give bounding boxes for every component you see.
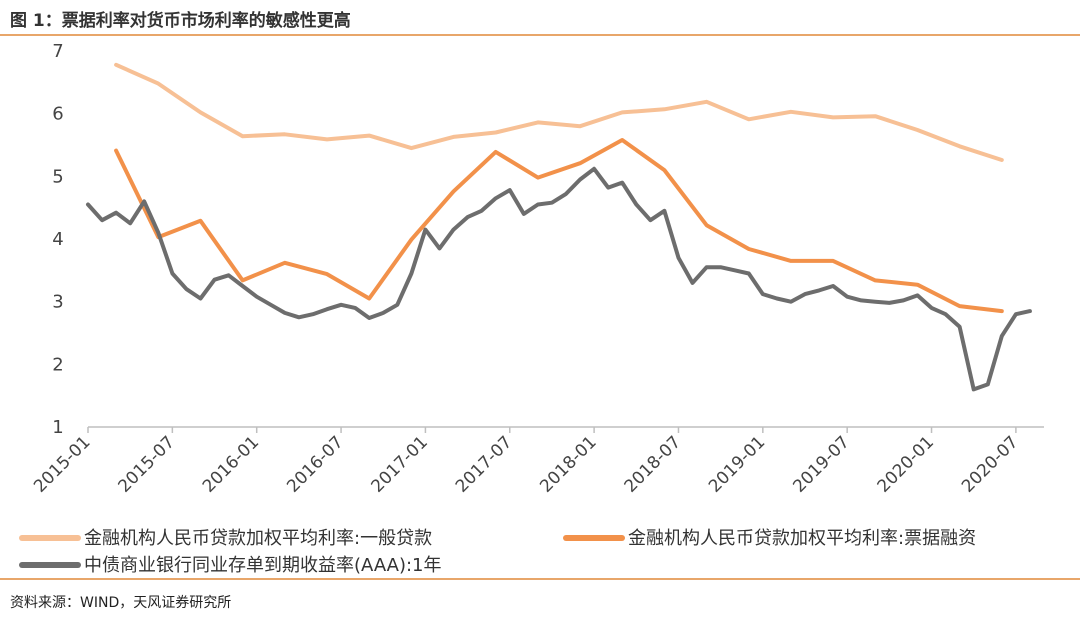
- y-tick-label: 4: [52, 229, 63, 250]
- chart-legend: 金融机构人民币贷款加权平均利率:一般贷款 金融机构人民币贷款加权平均利率:票据融资…: [19, 528, 976, 576]
- x-tick-label: 2020-01: [874, 432, 938, 496]
- title-divider: [0, 34, 1080, 36]
- y-tick-label: 6: [52, 104, 63, 125]
- y-tick-label: 5: [52, 166, 63, 187]
- x-tick-label: 2018-07: [621, 432, 685, 496]
- x-tick-label: 2020-07: [958, 432, 1022, 496]
- series-line-general-loan: [114, 62, 1004, 162]
- x-tick-label: 2019-01: [705, 432, 769, 496]
- chart-axes: 1 2 3 4 5 6 7 2015-01 2015-07 2016-01 2016-07 2017-…: [30, 41, 1044, 497]
- y-tick-label: 1: [52, 417, 63, 438]
- legend-item-bill-financing-label: 金融机构人民币贷款加权平均利率:票据融资: [628, 528, 976, 549]
- y-tick-label: 3: [52, 292, 63, 313]
- x-tick-label: 2019-07: [789, 432, 853, 496]
- x-tick-label: 2018-01: [536, 432, 600, 496]
- x-tick-label: 2016-01: [199, 432, 263, 496]
- legend-item-general-loan-label: 金融机构人民币贷款加权平均利率:一般贷款: [84, 528, 432, 549]
- x-tick-label: 2015-07: [115, 432, 179, 496]
- legend-item-ncd-yield-label: 中债商业银行同业存单到期收益率(AAA):1年: [84, 555, 442, 576]
- x-tick-label: 2017-01: [368, 432, 432, 496]
- y-tick-label: 2: [52, 354, 63, 375]
- x-tick-label: 2015-01: [30, 432, 94, 496]
- series-line-bill-financing: [114, 138, 1004, 314]
- chart-series: [86, 62, 1032, 392]
- x-tick-label: 2016-07: [283, 432, 347, 496]
- page-title: 图 1：票据利率对货币市场利率的敏感性更高: [10, 11, 351, 31]
- source-divider: [0, 578, 1080, 580]
- y-tick-label: 7: [52, 41, 63, 62]
- source-note: 资料来源：WIND，天风证券研究所: [10, 595, 232, 611]
- series-line-ncd-yield: [86, 166, 1032, 392]
- x-tick-label: 2017-07: [452, 432, 516, 496]
